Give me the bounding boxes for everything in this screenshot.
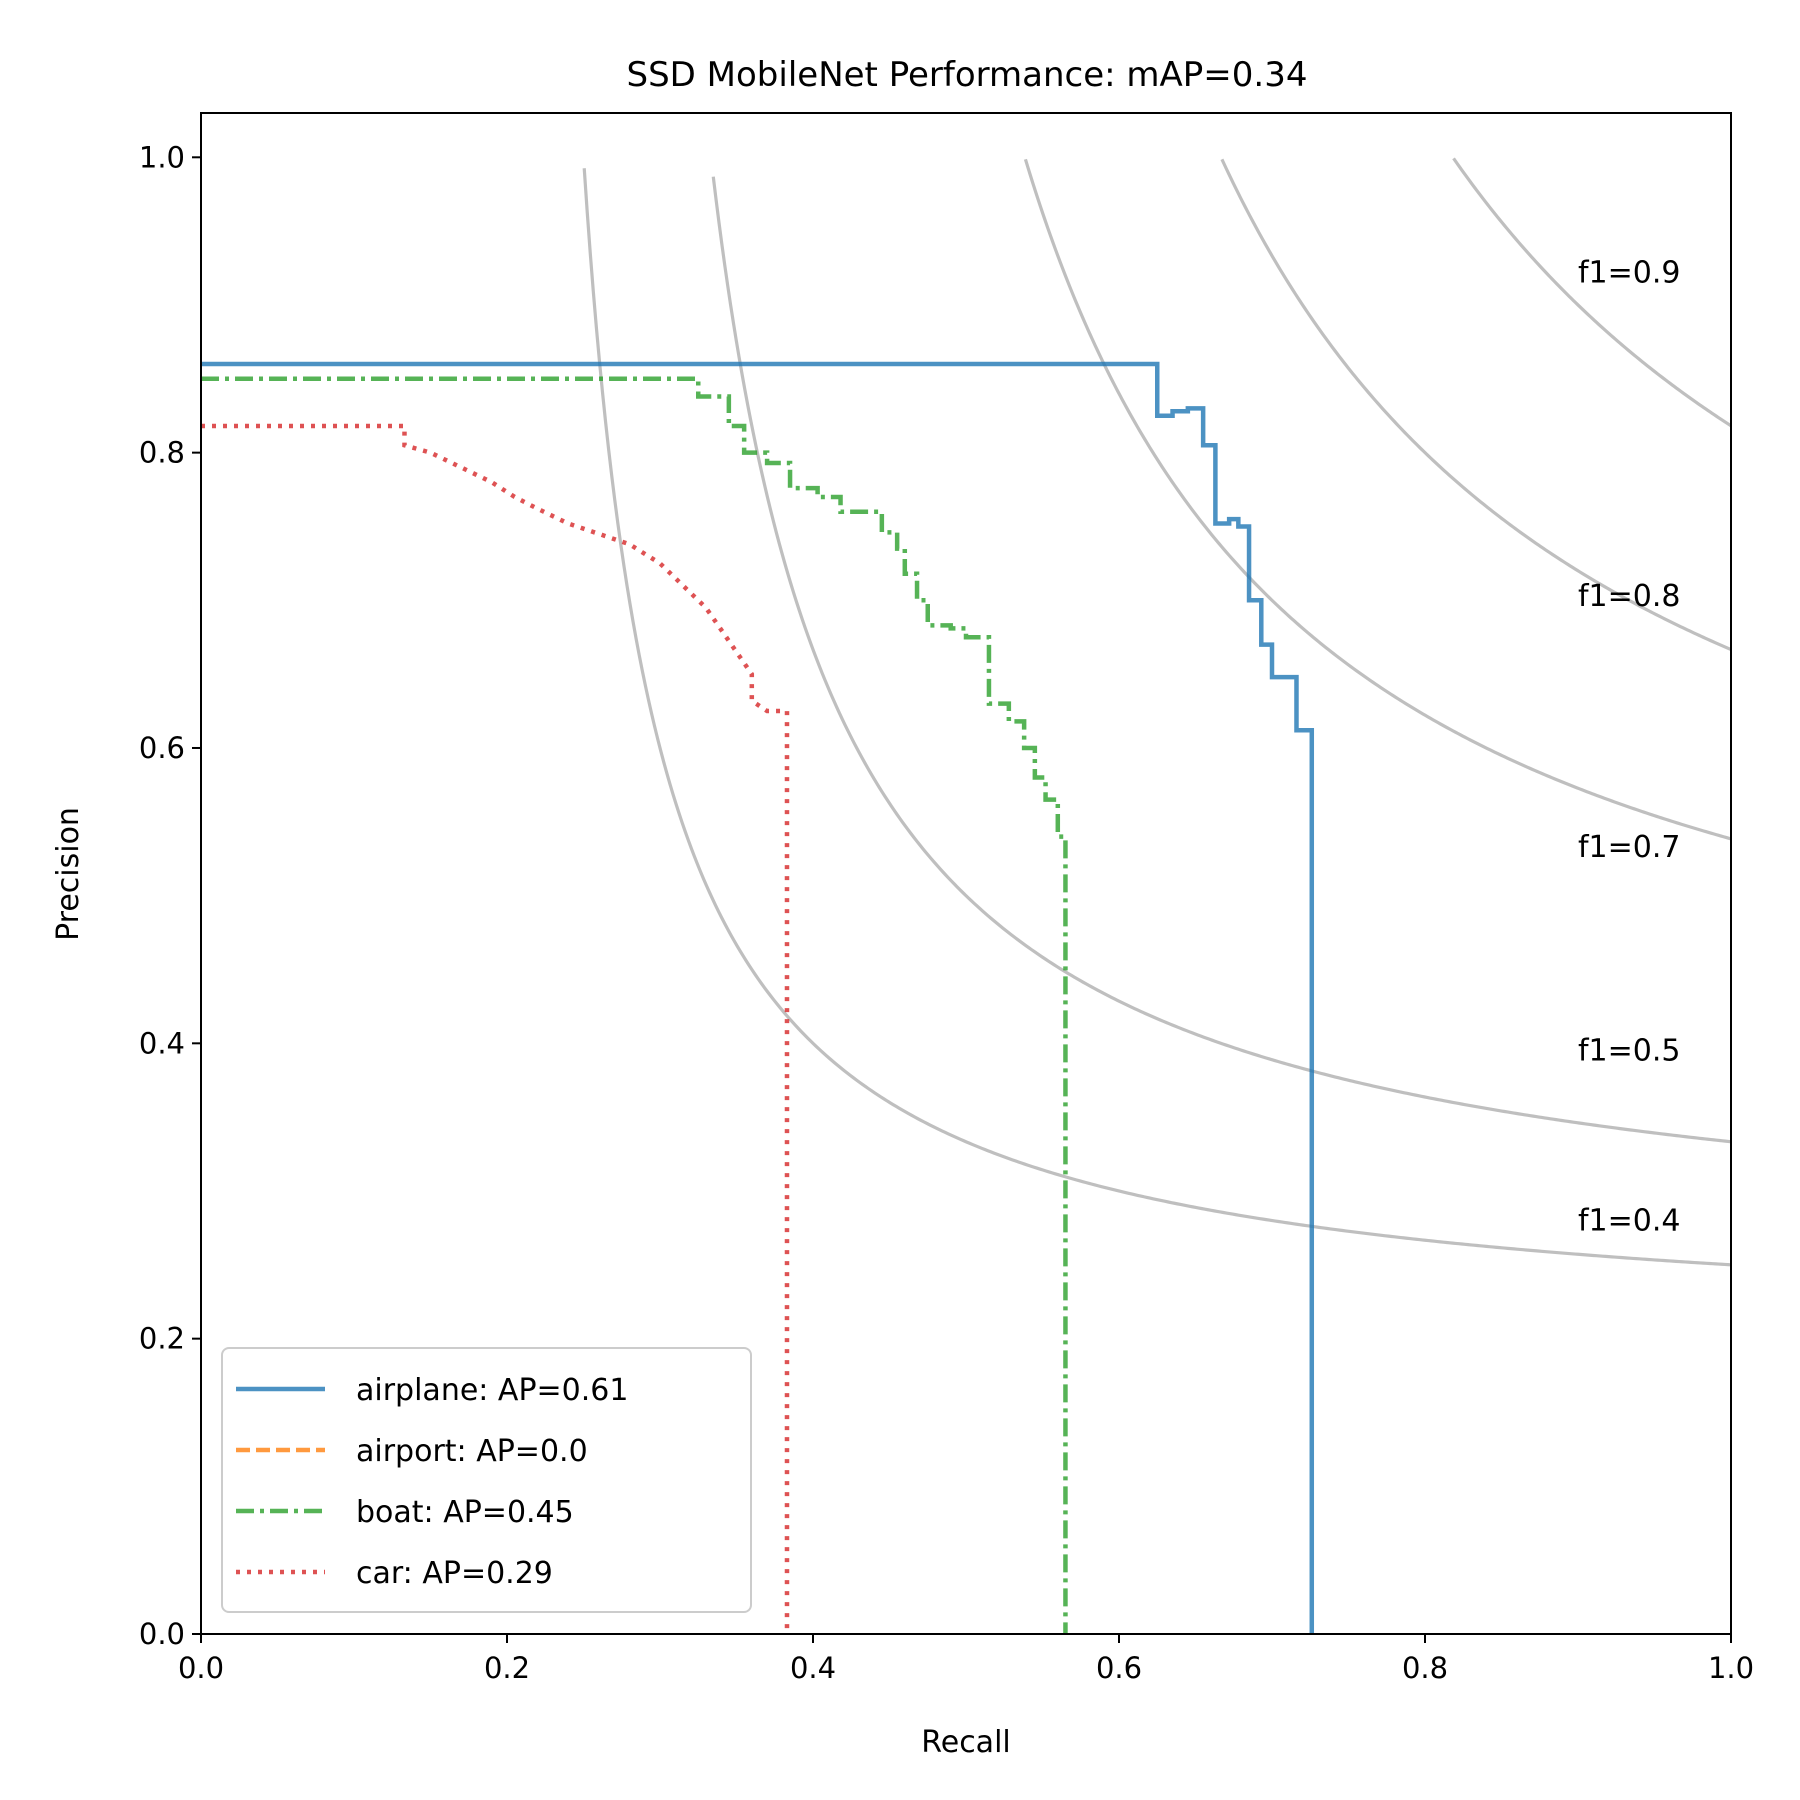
series-line <box>201 361 1315 1634</box>
legend-entry: airport: AP=0.0 <box>356 1434 588 1469</box>
iso-f1-label: f1=0.5 <box>1578 1034 1681 1069</box>
y-tick-label: 0.8 <box>139 436 185 470</box>
iso-f1-curve <box>1023 158 1731 841</box>
y-tick-label: 1.0 <box>139 140 185 174</box>
iso-f1-label: f1=0.7 <box>1578 830 1681 865</box>
x-tick-label: 0.8 <box>1402 1651 1448 1685</box>
plot-frame <box>200 112 1732 1635</box>
legend: airplane: AP=0.61 airport: AP=0.0 boat: AP… <box>221 1347 752 1613</box>
x-tick-label: 0.2 <box>484 1651 530 1685</box>
x-axis-ticks: 0.0 0.2 0.4 0.6 0.8 1.0 <box>178 1634 1754 1685</box>
iso-f1-curves <box>582 157 1731 1267</box>
x-tick-label: 0.6 <box>1096 1651 1142 1685</box>
iso-f1-curve <box>1452 157 1731 428</box>
legend-entry: car: AP=0.29 <box>356 1556 553 1591</box>
iso-f1-curve <box>582 168 1731 1267</box>
y-tick-label: 0.6 <box>139 731 185 765</box>
x-tick-label: 0.0 <box>178 1651 224 1685</box>
iso-f1-curve <box>711 176 1731 1144</box>
pr-series <box>201 361 1315 1634</box>
chart-title: SSD MobileNet Performance: mAP=0.34 <box>627 55 1308 95</box>
y-tick-label: 0.2 <box>139 1322 185 1356</box>
iso-f1-labels: f1=0.4 f1=0.5 f1=0.7 f1=0.8 f1=0.9 <box>1578 255 1681 1238</box>
iso-f1-curve <box>1220 158 1731 652</box>
legend-box <box>221 1347 752 1613</box>
iso-f1-label: f1=0.9 <box>1578 255 1681 290</box>
iso-f1-label: f1=0.4 <box>1578 1204 1681 1239</box>
iso-f1-label: f1=0.8 <box>1578 579 1681 614</box>
series-line <box>201 376 1068 1634</box>
x-tick-label: 0.4 <box>790 1651 836 1685</box>
y-axis-label: Precision <box>51 807 86 941</box>
y-tick-label: 0.0 <box>139 1617 185 1651</box>
y-axis-ticks: 0.0 0.2 0.4 0.6 0.8 1.0 <box>139 140 201 1651</box>
legend-entry: airplane: AP=0.61 <box>356 1373 628 1408</box>
series-line <box>201 423 790 1634</box>
legend-entry: boat: AP=0.45 <box>356 1495 574 1530</box>
x-tick-label: 1.0 <box>1708 1651 1754 1685</box>
x-axis-label: Recall <box>921 1725 1011 1760</box>
y-tick-label: 0.4 <box>139 1026 185 1060</box>
